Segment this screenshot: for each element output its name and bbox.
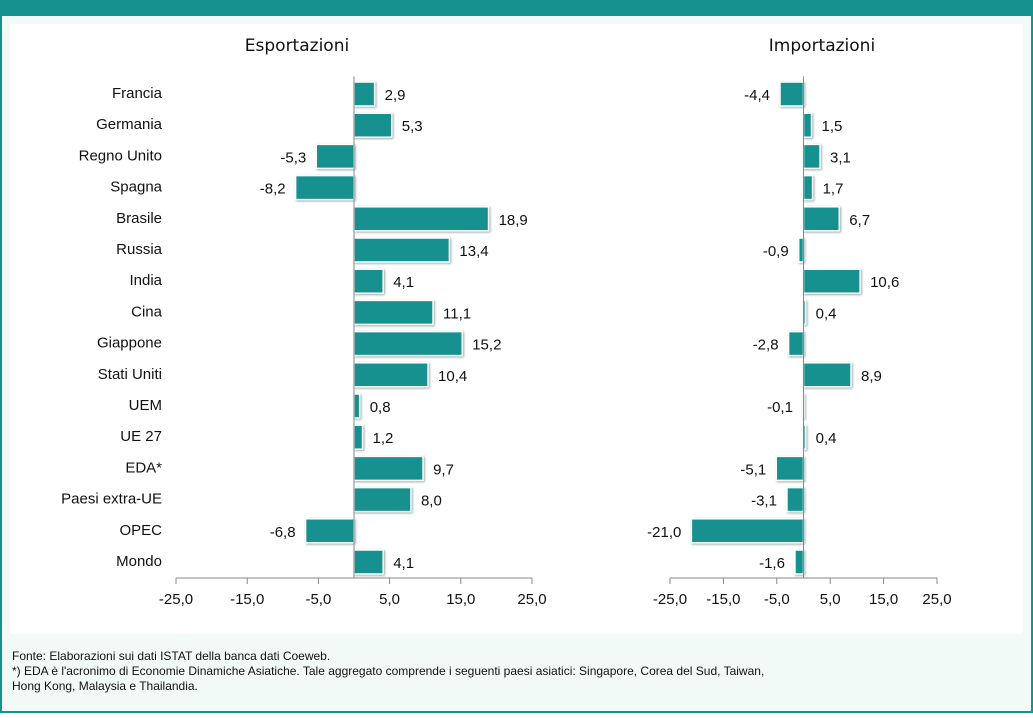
y-tick-label: UE 27 bbox=[120, 428, 162, 445]
chart-title: Importazioni bbox=[769, 36, 875, 56]
bar bbox=[353, 330, 463, 357]
y-tick-label: India bbox=[129, 272, 162, 289]
y-tick-label: Russia bbox=[116, 241, 163, 258]
bar bbox=[802, 143, 821, 170]
value-label: 1,5 bbox=[822, 118, 843, 135]
value-label: -1,6 bbox=[759, 555, 785, 572]
value-label: -8,2 bbox=[260, 181, 286, 198]
y-tick-label: UEM bbox=[129, 397, 162, 414]
bar bbox=[779, 81, 805, 107]
value-label: -2,8 bbox=[753, 337, 779, 354]
value-label: 8,0 bbox=[421, 493, 442, 510]
bar bbox=[802, 112, 813, 138]
bar bbox=[353, 268, 384, 294]
bar bbox=[294, 174, 355, 201]
value-label: 1,7 bbox=[823, 181, 844, 198]
bar bbox=[353, 299, 434, 326]
bar bbox=[353, 206, 490, 232]
value-label: 0,8 bbox=[370, 399, 391, 416]
value-label: 2,9 bbox=[385, 87, 406, 104]
bar bbox=[797, 237, 805, 263]
value-label: 1,2 bbox=[373, 430, 394, 447]
plot-panel bbox=[10, 24, 1023, 634]
y-tick-label: EDA* bbox=[125, 459, 162, 476]
value-label: 10,6 bbox=[870, 274, 899, 291]
y-tick-label: Germania bbox=[96, 116, 163, 133]
bar bbox=[353, 112, 393, 138]
x-tick-label: -25,0 bbox=[159, 591, 193, 608]
value-label: 0,4 bbox=[816, 430, 837, 447]
value-label: 8,9 bbox=[861, 368, 882, 385]
value-label: -4,4 bbox=[744, 87, 770, 104]
bar bbox=[353, 486, 412, 513]
bar bbox=[353, 81, 376, 107]
y-tick-label: Giappone bbox=[97, 335, 162, 352]
value-label: 4,1 bbox=[393, 555, 414, 572]
value-label: 0,4 bbox=[816, 305, 837, 322]
chart-title: Esportazioni bbox=[245, 36, 349, 56]
bar bbox=[802, 206, 841, 232]
value-label: -6,8 bbox=[270, 524, 296, 541]
value-label: 6,7 bbox=[849, 212, 870, 229]
y-tick-label: OPEC bbox=[119, 522, 162, 539]
bar bbox=[787, 330, 805, 357]
bar bbox=[794, 549, 805, 575]
bar bbox=[353, 362, 429, 388]
x-tick-label: 25,0 bbox=[922, 591, 951, 608]
bar bbox=[802, 268, 861, 294]
y-tick-label: Cina bbox=[131, 303, 163, 320]
bar bbox=[353, 424, 364, 450]
value-label: -0,1 bbox=[767, 399, 793, 416]
header-bar bbox=[0, 0, 1033, 16]
y-tick-label: Francia bbox=[112, 85, 163, 102]
y-tick-label: Stati Uniti bbox=[98, 366, 162, 383]
bar bbox=[775, 455, 805, 482]
x-tick-label: 15,0 bbox=[869, 591, 898, 608]
bar bbox=[786, 486, 805, 513]
x-tick-label: -25,0 bbox=[653, 591, 687, 608]
value-label: 4,1 bbox=[393, 274, 414, 291]
value-label: 3,1 bbox=[830, 149, 851, 166]
bar bbox=[353, 455, 424, 482]
x-tick-label: 15,0 bbox=[446, 591, 475, 608]
value-label: 10,4 bbox=[438, 368, 467, 385]
bar bbox=[353, 549, 384, 575]
value-label: -5,3 bbox=[280, 149, 306, 166]
value-label: -3,1 bbox=[751, 493, 777, 510]
y-tick-label: Paesi extra-UE bbox=[61, 491, 162, 508]
bar bbox=[315, 143, 355, 170]
x-tick-label: 5,0 bbox=[379, 591, 400, 608]
value-label: 13,4 bbox=[459, 243, 488, 260]
x-tick-label: -5,0 bbox=[764, 591, 790, 608]
value-label: -0,9 bbox=[763, 243, 789, 260]
y-tick-label: Mondo bbox=[116, 553, 162, 570]
value-label: 9,7 bbox=[433, 461, 454, 478]
value-label: 11,1 bbox=[443, 305, 471, 322]
value-label: -5,1 bbox=[740, 461, 766, 478]
x-tick-label: -15,0 bbox=[706, 591, 740, 608]
bar bbox=[690, 518, 805, 544]
footnote: Fonte: Elaborazioni sui dati ISTAT della… bbox=[12, 649, 330, 663]
x-tick-label: 25,0 bbox=[517, 591, 546, 608]
bar bbox=[353, 237, 451, 263]
x-tick-label: 5,0 bbox=[820, 591, 841, 608]
value-label: -21,0 bbox=[647, 524, 681, 541]
bar bbox=[353, 393, 361, 419]
footnote: *) EDA è l'acronimo di Economie Dinamich… bbox=[12, 664, 764, 678]
value-label: 18,9 bbox=[499, 212, 528, 229]
y-tick-label: Spagna bbox=[110, 179, 162, 196]
value-label: 15,2 bbox=[472, 337, 501, 354]
bar bbox=[304, 518, 355, 544]
y-tick-label: Brasile bbox=[116, 210, 162, 227]
x-tick-label: -15,0 bbox=[230, 591, 264, 608]
footnote: Hong Kong, Malaysia e Thailandia. bbox=[12, 679, 198, 693]
x-tick-label: -5,0 bbox=[305, 591, 331, 608]
bar bbox=[802, 174, 814, 201]
y-tick-label: Regno Unito bbox=[79, 147, 162, 164]
bar bbox=[802, 362, 852, 388]
value-label: 5,3 bbox=[402, 118, 423, 135]
